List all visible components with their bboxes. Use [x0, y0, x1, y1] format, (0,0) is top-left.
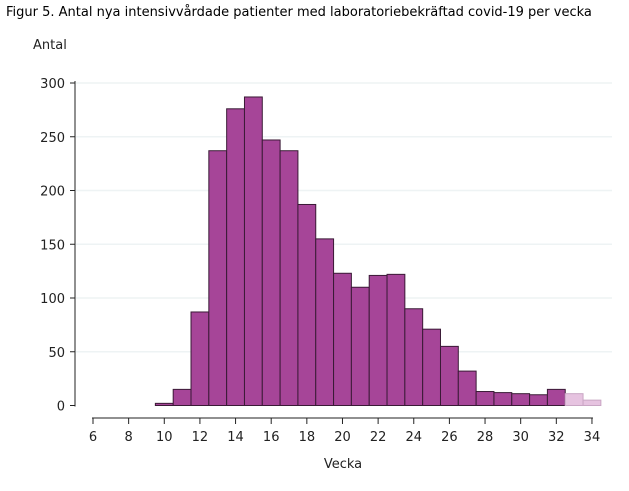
x-tick-label: 6	[89, 430, 97, 445]
bar-week-11	[172, 388, 192, 406]
bar-week-25	[422, 328, 441, 406]
x-tick-label: 8	[124, 430, 132, 445]
x-tick-label: 24	[405, 430, 422, 445]
y-tick-label: 150	[40, 238, 65, 253]
x-tick-label: 32	[548, 430, 565, 445]
x-axis-label: Vecka	[324, 457, 362, 472]
bar-week-14	[226, 108, 245, 407]
x-tick-label: 28	[477, 430, 494, 445]
bar-week-26	[439, 345, 459, 406]
bar-week-15	[243, 96, 263, 406]
y-tick-label: 50	[48, 346, 65, 361]
bar-week-16	[261, 139, 281, 406]
chart-title: Figur 5. Antal nya intensivvårdade patie…	[6, 5, 592, 20]
x-tick-label: 10	[156, 430, 173, 445]
bar-week-29	[493, 392, 513, 407]
bar-week-18	[297, 203, 317, 406]
bar-week-32	[546, 388, 566, 406]
bar-week-33	[564, 393, 584, 406]
x-tick-label: 20	[334, 430, 351, 445]
bar-week-10	[154, 402, 174, 407]
x-tick-label: 18	[299, 430, 316, 445]
x-tick-label: 30	[512, 430, 529, 445]
x-tick-label: 26	[441, 430, 458, 445]
x-tick-label: 14	[227, 430, 244, 445]
y-tick-label: 0	[57, 400, 65, 415]
bar-week-12	[190, 311, 210, 407]
bar-week-28	[475, 391, 495, 406]
y-tick-label: 200	[40, 185, 65, 200]
y-tick-label: 300	[40, 77, 65, 92]
bar-week-31	[529, 394, 548, 406]
bar-week-13	[208, 150, 228, 406]
x-tick-label: 16	[263, 430, 280, 445]
y-tick-label: 100	[40, 292, 65, 307]
bar-week-24	[404, 308, 424, 406]
x-tick-label: 12	[192, 430, 209, 445]
bar-week-22	[368, 274, 388, 406]
y-tick-label: 250	[40, 131, 65, 146]
bar-week-30	[511, 393, 531, 406]
x-tick-label: 34	[584, 430, 601, 445]
y-axis-label: Antal	[33, 38, 67, 53]
bar-week-23	[386, 273, 406, 406]
bar-week-19	[315, 238, 335, 406]
bar-week-20	[333, 272, 352, 406]
bar-week-27	[457, 370, 477, 407]
bar-week-34	[582, 399, 602, 406]
bar-week-21	[350, 286, 370, 406]
x-tick-label: 22	[370, 430, 387, 445]
bar-week-17	[279, 150, 299, 406]
